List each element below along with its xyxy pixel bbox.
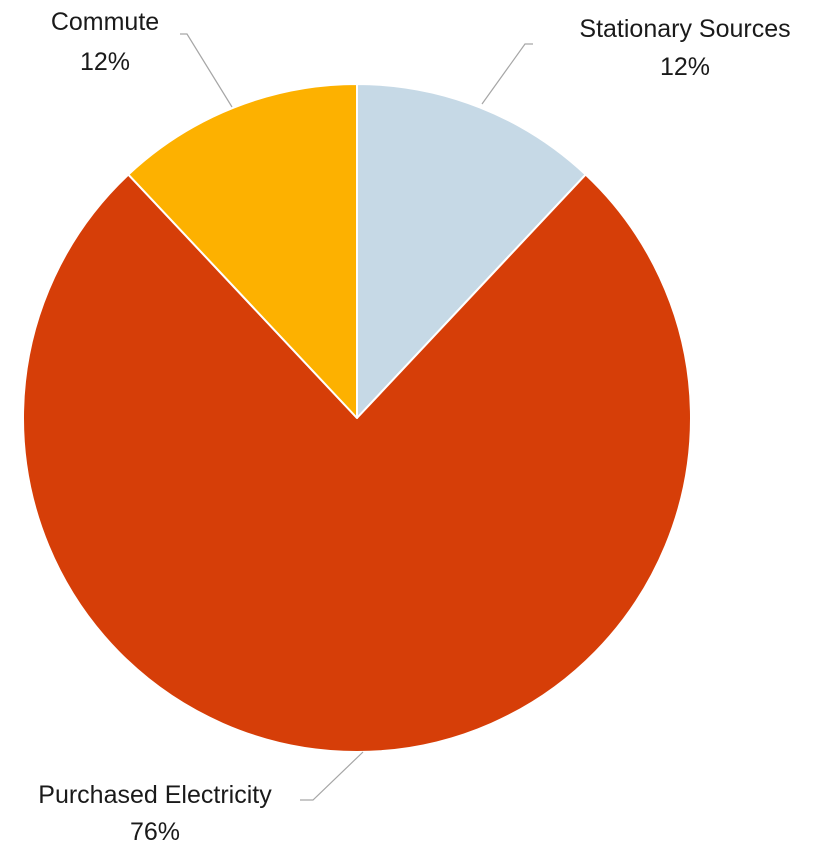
slice-label-purchased-electricity: Purchased Electricity [38, 781, 272, 809]
slice-value-label-purchased-electricity: 76% [130, 818, 180, 846]
pie-slice-stationary-sources [356, 83, 587, 419]
leader-line-commute [180, 33, 233, 108]
slice-label-stationary-sources: Stationary Sources [579, 15, 790, 43]
slice-value-label-commute: 12% [80, 48, 130, 76]
leader-line-purchased-electricity [300, 751, 364, 801]
slice-value-label-stationary-sources: 12% [660, 53, 710, 81]
pie-slice-purchased-electricity [22, 173, 692, 753]
slice-label-commute: Commute [51, 8, 159, 36]
pie-slice-commute [127, 83, 358, 419]
leader-line-stationary-sources [481, 43, 533, 105]
